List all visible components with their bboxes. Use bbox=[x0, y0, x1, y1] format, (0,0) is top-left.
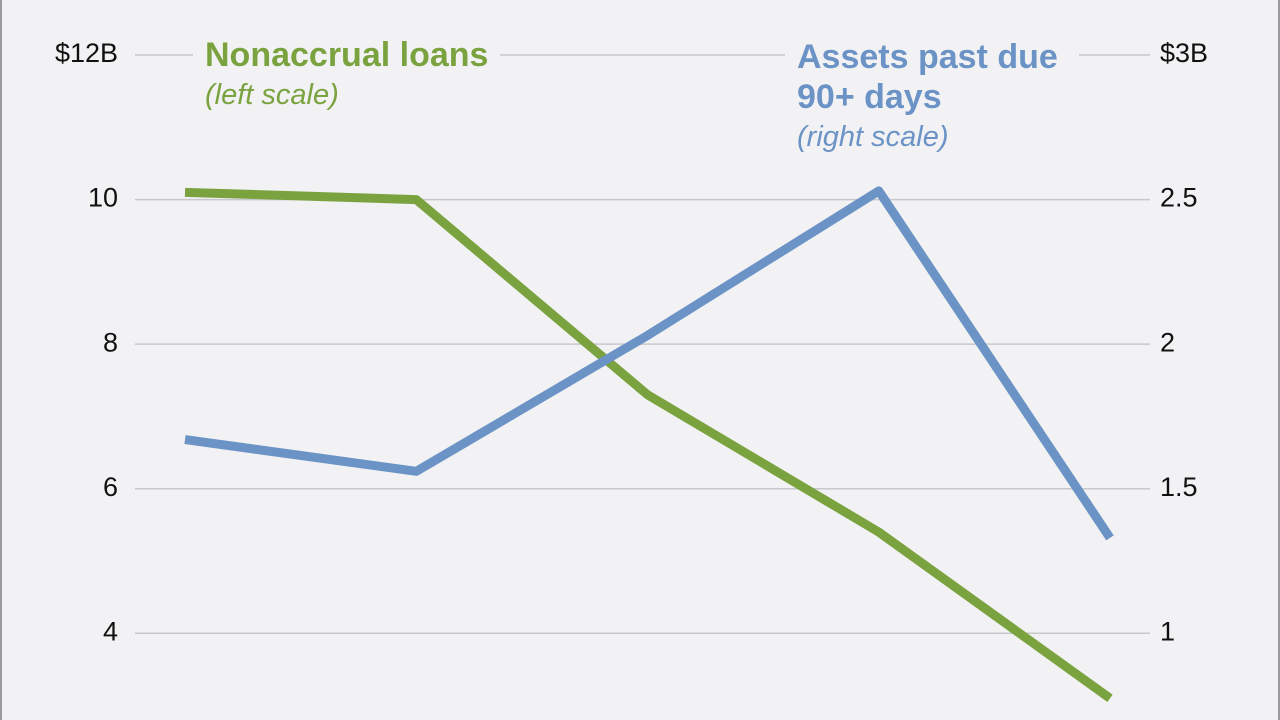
y-tick-label: 6 bbox=[103, 472, 118, 502]
y2-tick-label: 1.5 bbox=[1160, 472, 1198, 502]
legend-label: Nonaccrual loans bbox=[205, 36, 489, 74]
series-line bbox=[184, 187, 1113, 702]
series-line bbox=[184, 186, 1114, 541]
y2-tick-label: $3B bbox=[1160, 38, 1208, 68]
legend-note: (left scale) bbox=[205, 79, 339, 111]
y-tick-label: 4 bbox=[103, 616, 118, 646]
legend-label: Assets past due 90+ days bbox=[797, 38, 1058, 116]
y2-tick-label: 2.5 bbox=[1160, 183, 1198, 213]
y2-tick-label: 2 bbox=[1160, 327, 1175, 357]
y-tick-label: 10 bbox=[88, 183, 118, 213]
y2-tick-label: 1 bbox=[1160, 616, 1175, 646]
legend-left: Nonaccrual loans (left scale) bbox=[193, 35, 501, 115]
legend-note: (right scale) bbox=[797, 121, 949, 153]
legend-right: Assets past due 90+ days (right scale) bbox=[785, 37, 1079, 157]
y-tick-label: $12B bbox=[55, 38, 118, 68]
y-tick-label: 8 bbox=[103, 327, 118, 357]
